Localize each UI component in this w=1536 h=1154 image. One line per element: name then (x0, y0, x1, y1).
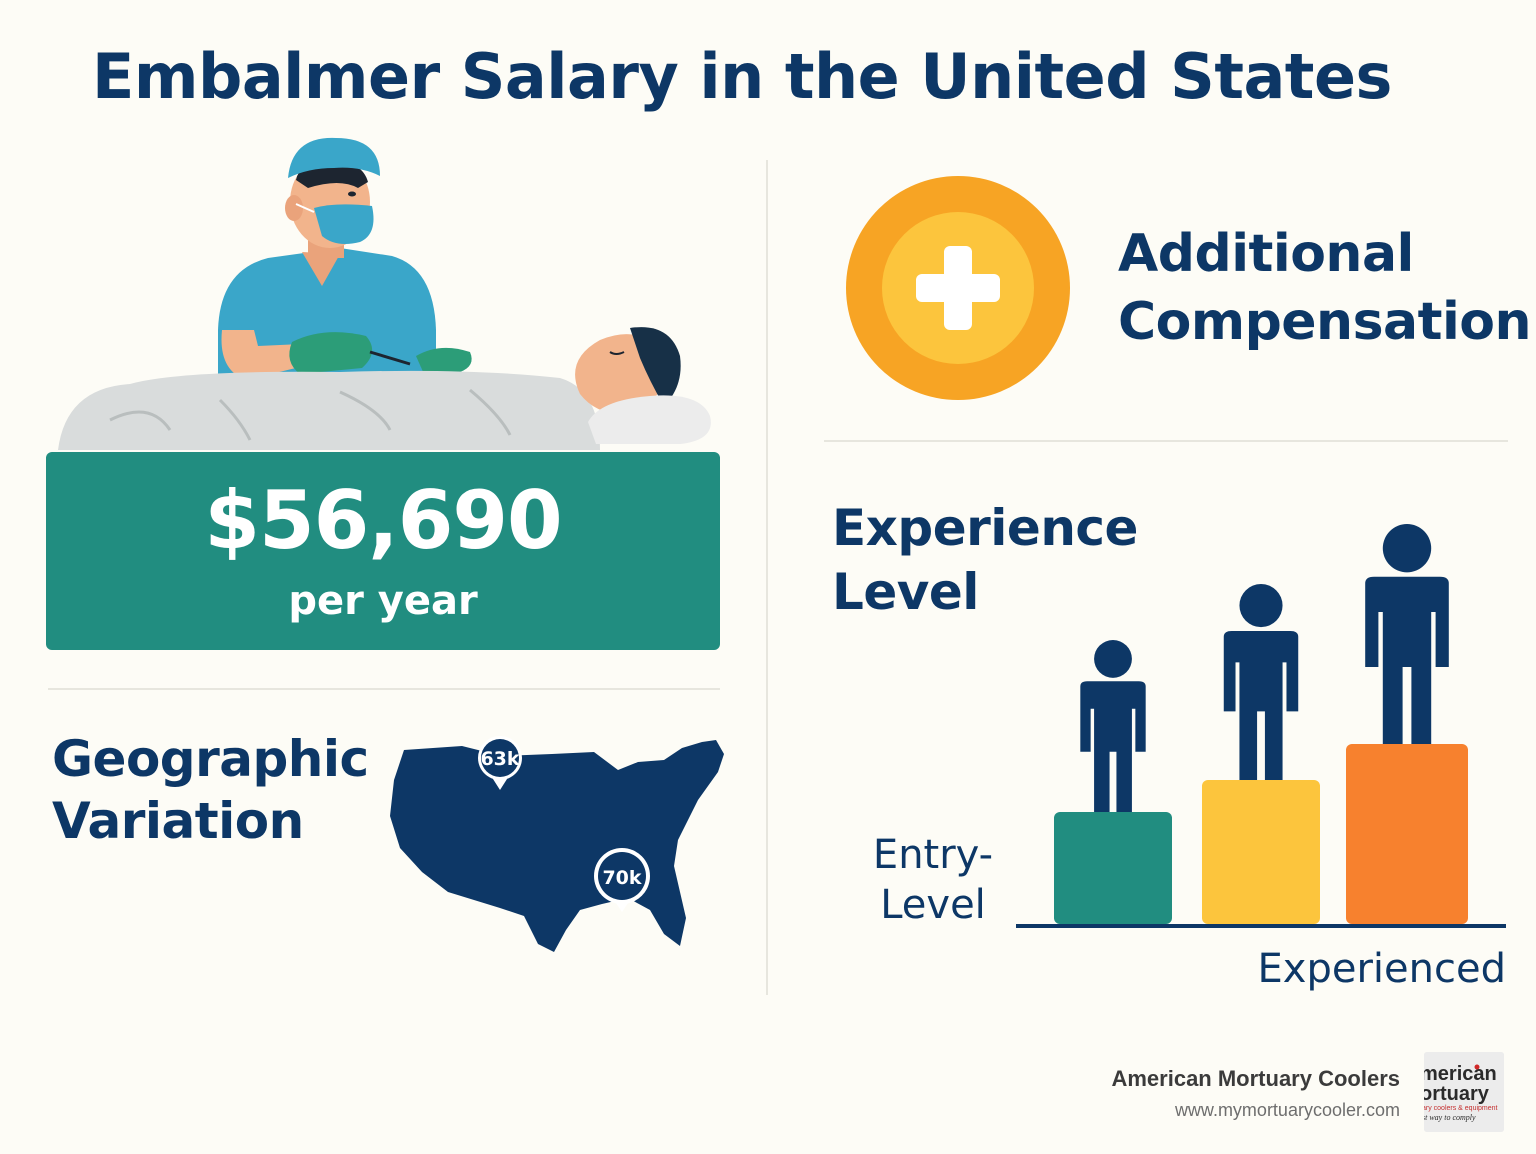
us-map-icon: 63k 70k (390, 736, 724, 952)
additional-compensation-title: Additional Compensation (1118, 224, 1532, 352)
pin-label-70k: 70k (602, 867, 641, 889)
experience-title: Experience Level (832, 499, 1138, 621)
svg-text:ary coolers & equipment: ary coolers & equipment (1424, 1105, 1498, 1112)
pin-70k: 70k (594, 848, 650, 912)
svg-text:st way to comply: st way to comply (1424, 1113, 1476, 1122)
experienced-label: Experienced (1257, 946, 1506, 992)
svg-text:merican: merican (1424, 1063, 1497, 1085)
pin-label-63k: 63k (480, 748, 519, 770)
pin-63k: 63k (478, 736, 522, 790)
experience-bar-3 (1346, 744, 1468, 924)
salary-period: per year (288, 578, 478, 624)
experience-bar-1 (1054, 812, 1172, 924)
experience-chart (1016, 524, 1506, 928)
right-divider (824, 440, 1508, 442)
person-icon-3 (1365, 524, 1449, 744)
footer-url: www.mymortuarycooler.com (1174, 1100, 1400, 1120)
company-logo: merican ortuary ary coolers & equipment … (1424, 1052, 1504, 1132)
svg-text:ortuary: ortuary (1424, 1083, 1490, 1105)
experience-bar-2 (1202, 780, 1320, 924)
geographic-title: Geographic Variation (52, 730, 369, 850)
salary-card: $56,690 per year (46, 452, 720, 650)
entry-level-label: Entry-Level (872, 832, 994, 928)
left-divider (48, 688, 720, 690)
person-icon-2 (1223, 584, 1299, 780)
salary-amount: $56,690 (204, 474, 562, 567)
person-icon-1 (1080, 640, 1146, 812)
page-title: Embalmer Salary in the United States (92, 40, 1392, 113)
embalmer-illustration (58, 137, 711, 450)
footer-company: American Mortuary Coolers (1111, 1066, 1400, 1091)
plus-coin-icon (846, 176, 1070, 400)
vertical-divider (766, 160, 768, 995)
